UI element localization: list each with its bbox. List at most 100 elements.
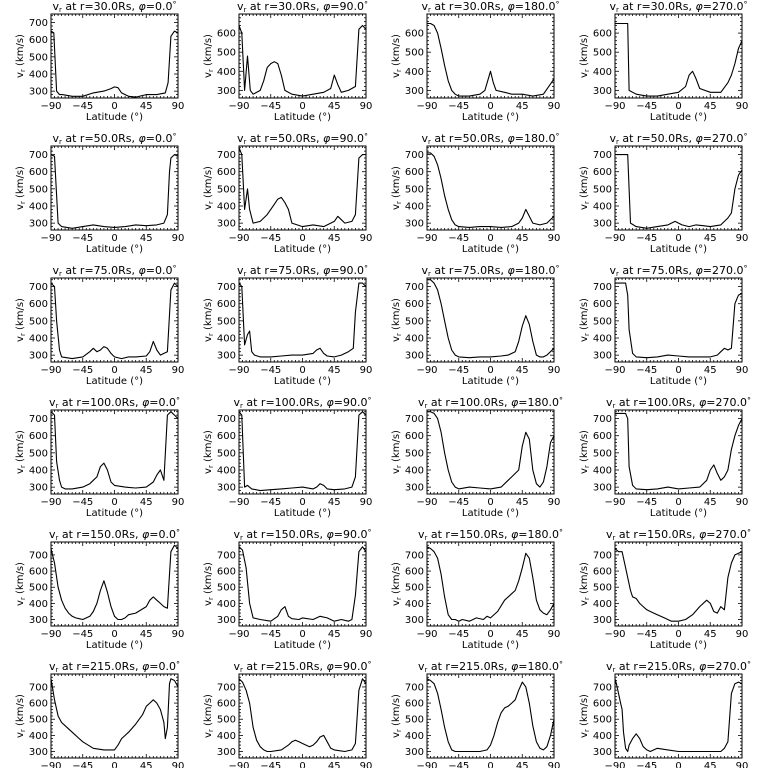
y-axis-label: vr (km/s) <box>391 694 403 738</box>
y-axis-label: vr (km/s) <box>15 562 27 606</box>
x-axis-label: Latitude (°) <box>274 376 331 387</box>
series-line <box>50 411 179 490</box>
y-tick-label: 600 <box>29 567 48 578</box>
x-tick-label: −45 <box>448 629 469 640</box>
x-tick-label: −45 <box>72 233 93 244</box>
y-tick-label: 300 <box>29 615 48 626</box>
y-axis-label: vr (km/s) <box>579 298 591 342</box>
x-tick-label: 0 <box>487 497 493 508</box>
y-tick-label: 400 <box>217 466 236 477</box>
x-tick-label: 45 <box>328 761 341 768</box>
y-tick-label: 500 <box>29 448 48 459</box>
series-line <box>427 152 555 228</box>
chart-panel: vr at r=75.0Rs, φ=180.0° −90 −45 0 45 90 300 40… <box>391 264 560 387</box>
plot-frame <box>426 145 555 231</box>
panel-title: vr at r=50.0Rs, φ=180.0° <box>421 132 559 146</box>
x-tick-label: 90 <box>736 629 749 640</box>
y-tick-label: 500 <box>217 316 236 327</box>
chart-panel: vr at r=50.0Rs, φ=0.0° −90 −45 0 45 90 300 400 5… <box>15 132 184 255</box>
y-tick-label: 600 <box>405 431 424 442</box>
x-tick-label: −90 <box>40 497 61 508</box>
x-tick-label: −45 <box>260 101 281 112</box>
y-axis-label: vr (km/s) <box>579 430 591 474</box>
series-line <box>238 24 367 97</box>
y-tick-label: 600 <box>29 35 48 46</box>
panel-title: vr at r=50.0Rs, φ=90.0° <box>237 132 368 146</box>
x-tick-label: −90 <box>40 365 61 376</box>
y-tick-label: 400 <box>29 731 48 742</box>
x-tick-label: 90 <box>548 497 561 508</box>
y-tick-label: 400 <box>217 731 236 742</box>
plot-frame <box>614 541 743 627</box>
y-tick-label: 300 <box>217 747 236 758</box>
x-tick-label: 90 <box>360 233 373 244</box>
y-tick-label: 500 <box>217 48 236 59</box>
y-axis-label: vr (km/s) <box>15 430 27 474</box>
chart-panel: vr at r=100.0Rs, φ=90.0° −90 −45 0 45 90 300 40… <box>203 396 372 519</box>
y-tick-label: 400 <box>29 466 48 477</box>
x-tick-label: −45 <box>72 629 93 640</box>
x-tick-label: −45 <box>260 233 281 244</box>
y-tick-label: 700 <box>405 550 424 561</box>
x-axis-label: Latitude (°) <box>650 376 707 387</box>
chart-panel: vr at r=215.0Rs, φ=0.0° −90 −45 0 45 90 300 400… <box>15 660 184 768</box>
plot-frame <box>50 409 179 495</box>
y-axis-label: vr (km/s) <box>15 694 27 738</box>
x-tick-label: 0 <box>299 497 305 508</box>
y-tick-label: 600 <box>217 299 236 310</box>
x-tick-label: −90 <box>228 629 249 640</box>
y-tick-label: 700 <box>29 414 48 425</box>
y-tick-label: 700 <box>593 150 612 161</box>
plot-frame <box>614 673 743 759</box>
x-tick-label: 45 <box>704 101 717 112</box>
y-tick-label: 600 <box>29 699 48 710</box>
x-tick-label: 0 <box>111 629 117 640</box>
chart-panel: vr at r=150.0Rs, φ=270.0° −90 −45 0 45 90 300 4… <box>579 528 751 651</box>
x-axis-label: Latitude (°) <box>650 112 707 123</box>
y-tick-label: 300 <box>217 351 236 362</box>
y-tick-label: 400 <box>593 466 612 477</box>
series-line <box>614 678 743 753</box>
series-line <box>427 411 555 490</box>
x-tick-label: −45 <box>260 761 281 768</box>
y-tick-label: 500 <box>593 448 612 459</box>
y-tick-label: 600 <box>29 299 48 310</box>
panel-title: vr at r=75.0Rs, φ=270.0° <box>609 264 747 278</box>
panel-title: vr at r=215.0Rs, φ=90.0° <box>233 660 371 674</box>
y-tick-label: 600 <box>217 699 236 710</box>
series-line <box>50 154 179 229</box>
y-tick-label: 400 <box>217 334 236 345</box>
x-tick-label: 90 <box>172 101 185 112</box>
y-tick-label: 700 <box>405 150 424 161</box>
series-line <box>238 411 367 492</box>
x-tick-label: 0 <box>675 233 681 244</box>
panel-title: vr at r=30.0Rs, φ=180.0° <box>421 0 559 14</box>
x-tick-label: 0 <box>111 761 117 768</box>
y-tick-label: 500 <box>29 715 48 726</box>
x-tick-label: 0 <box>675 497 681 508</box>
panel-title: vr at r=150.0Rs, φ=270.0° <box>606 528 751 542</box>
series-line <box>614 548 743 622</box>
x-axis-label: Latitude (°) <box>274 508 331 519</box>
x-tick-label: 45 <box>516 629 529 640</box>
x-tick-label: 45 <box>516 233 529 244</box>
y-tick-label: 500 <box>217 583 236 594</box>
y-tick-label: 500 <box>405 715 424 726</box>
y-tick-label: 600 <box>405 699 424 710</box>
plot-frame <box>614 13 743 99</box>
y-axis-label: vr (km/s) <box>391 562 403 606</box>
y-tick-label: 500 <box>593 316 612 327</box>
y-tick-label: 300 <box>29 87 48 98</box>
y-tick-label: 700 <box>593 282 612 293</box>
y-tick-label: 500 <box>405 184 424 195</box>
y-tick-label: 700 <box>405 682 424 693</box>
y-tick-label: 600 <box>217 431 236 442</box>
y-tick-label: 600 <box>405 167 424 178</box>
panel-title: vr at r=50.0Rs, φ=270.0° <box>609 132 747 146</box>
y-tick-label: 300 <box>593 483 612 494</box>
y-tick-label: 500 <box>405 316 424 327</box>
panel-title: vr at r=30.0Rs, φ=270.0° <box>609 0 747 14</box>
y-tick-label: 300 <box>217 86 236 97</box>
y-tick-label: 700 <box>29 682 48 693</box>
x-tick-label: −90 <box>40 761 61 768</box>
